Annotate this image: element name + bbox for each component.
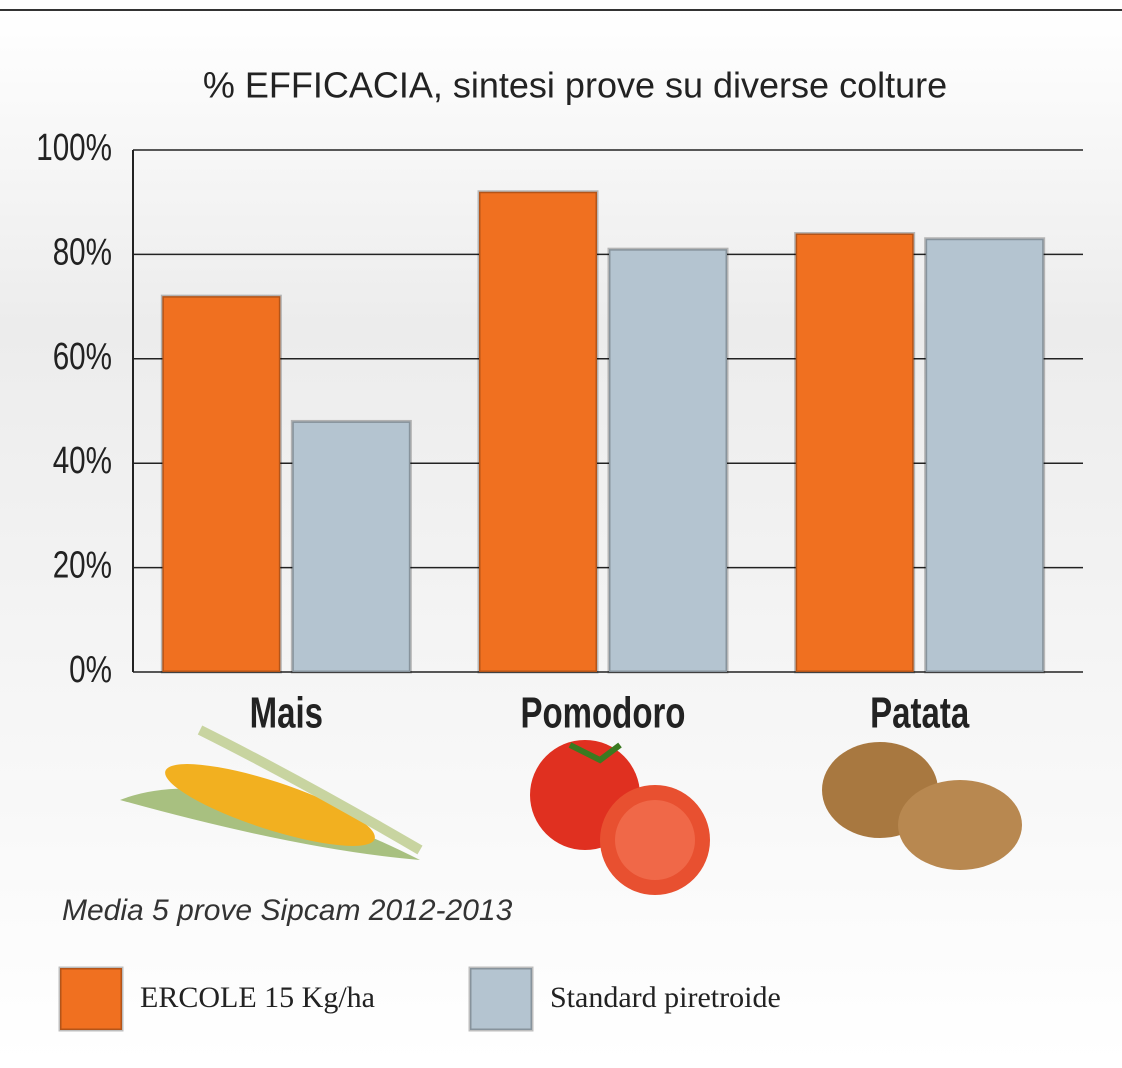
potato-image	[822, 742, 1022, 870]
x-tick-label: Pomodoro	[521, 689, 686, 738]
legend-label: ERCOLE 15 Kg/ha	[140, 981, 375, 1014]
chart-title: % EFFICACIA, sintesi prove su diverse co…	[203, 65, 947, 106]
bar	[794, 232, 916, 674]
tomato-image	[530, 740, 710, 895]
bar	[607, 247, 729, 674]
x-tick-label: Mais	[250, 689, 323, 738]
legend-swatch	[468, 966, 534, 1032]
y-tick-label: 60%	[53, 335, 112, 377]
y-tick-label: 0%	[69, 649, 112, 691]
x-tick-label: Patata	[870, 689, 969, 738]
y-tick-label: 80%	[53, 231, 112, 273]
legend-label: Standard piretroide	[550, 981, 781, 1014]
bar	[290, 419, 412, 674]
legend-swatch	[58, 966, 124, 1032]
bar	[160, 294, 282, 674]
bar	[924, 237, 1046, 674]
y-tick-label: 20%	[53, 544, 112, 586]
corn-image	[120, 725, 423, 860]
annotation: Media 5 prove Sipcam 2012-2013	[62, 894, 513, 927]
y-tick-label: 100%	[36, 127, 112, 169]
bar	[477, 190, 599, 674]
y-tick-label: 40%	[53, 440, 112, 482]
